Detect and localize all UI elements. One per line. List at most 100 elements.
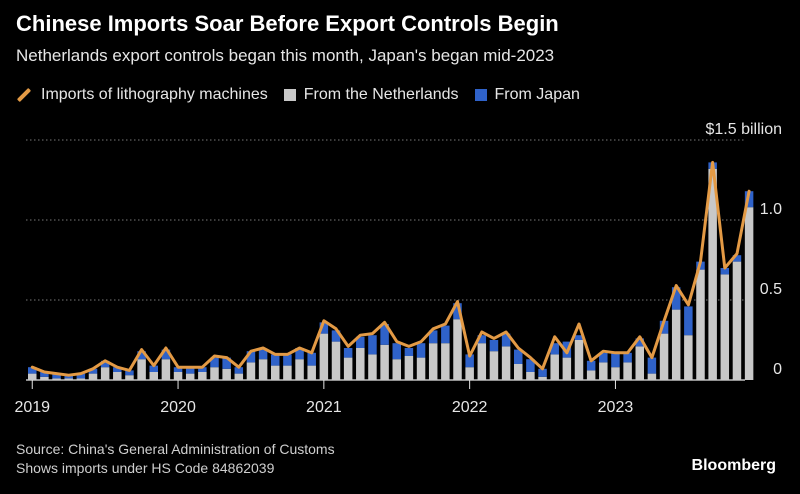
legend-label-netherlands: From the Netherlands bbox=[303, 86, 459, 103]
bar-japan bbox=[161, 349, 171, 360]
bar-japan bbox=[611, 352, 620, 368]
bar-netherlands bbox=[404, 356, 414, 380]
bar-japan bbox=[671, 287, 681, 310]
legend-swatch-netherlands bbox=[283, 89, 296, 101]
bar-netherlands bbox=[28, 373, 37, 380]
bar-japan bbox=[319, 322, 329, 334]
bar-netherlands bbox=[611, 367, 620, 380]
bar-netherlands bbox=[356, 348, 365, 380]
bar-japan bbox=[684, 306, 693, 336]
bar-netherlands bbox=[477, 343, 487, 380]
bar-japan bbox=[380, 324, 389, 345]
bar-japan bbox=[744, 191, 754, 208]
bar-netherlands bbox=[489, 351, 499, 380]
x-tick-label: 2022 bbox=[452, 399, 488, 416]
bar-netherlands bbox=[599, 362, 608, 380]
bar-japan bbox=[100, 360, 110, 368]
bar-japan bbox=[246, 351, 256, 363]
bar-japan bbox=[52, 373, 61, 379]
legend-swatch-japan bbox=[474, 89, 487, 101]
chart-title: Chinese Imports Soar Before Export Contr… bbox=[16, 11, 559, 36]
y-tick-label: $1.5 billion bbox=[706, 121, 783, 138]
bar-netherlands bbox=[623, 362, 632, 380]
bar-netherlands bbox=[113, 372, 122, 380]
bar-japan bbox=[659, 320, 669, 334]
bar-japan bbox=[343, 348, 353, 358]
bar-japan bbox=[88, 368, 98, 374]
bar-netherlands bbox=[368, 354, 377, 380]
bar-japan bbox=[635, 338, 644, 347]
bar-japan bbox=[732, 255, 742, 262]
chart-footer: Source: China's General Administration o… bbox=[16, 440, 335, 478]
bar-japan bbox=[514, 349, 523, 364]
y-tick-label: 0.5 bbox=[760, 281, 782, 298]
bar-netherlands bbox=[501, 346, 511, 380]
bar-netherlands bbox=[380, 344, 389, 380]
bar-netherlands bbox=[684, 335, 693, 380]
bar-netherlands bbox=[88, 373, 98, 380]
bar-netherlands bbox=[234, 373, 244, 380]
bar-netherlands bbox=[550, 354, 559, 380]
hs-code-note: Shows imports under HS Code 84862039 bbox=[16, 460, 275, 476]
x-tick-label: 2020 bbox=[160, 399, 196, 416]
bar-netherlands bbox=[574, 340, 584, 380]
bar-netherlands bbox=[64, 378, 73, 380]
bar-japan bbox=[623, 352, 632, 363]
bar-japan bbox=[137, 351, 146, 360]
bar-japan bbox=[222, 357, 231, 369]
bar-netherlands bbox=[137, 359, 146, 380]
bar-netherlands bbox=[185, 373, 195, 380]
bar-netherlands bbox=[744, 207, 754, 380]
bar-netherlands bbox=[392, 359, 401, 380]
bar-netherlands bbox=[659, 333, 669, 380]
bar-japan bbox=[501, 333, 511, 347]
total-imports-line bbox=[30, 160, 751, 377]
legend-label-total: Imports of lithography machines bbox=[41, 86, 268, 103]
bar-netherlands bbox=[647, 373, 657, 380]
bar-japan bbox=[428, 330, 438, 344]
bar-netherlands bbox=[538, 376, 547, 380]
x-tick-label: 2021 bbox=[306, 399, 342, 416]
bar-japan bbox=[647, 357, 657, 374]
x-tick-label: 2019 bbox=[14, 399, 50, 416]
bar-netherlands bbox=[246, 362, 256, 380]
bar-japan bbox=[453, 303, 462, 320]
bar-japan bbox=[477, 335, 487, 344]
bar-japan bbox=[198, 367, 207, 372]
bar-japan bbox=[489, 340, 499, 352]
bar-netherlands bbox=[732, 261, 742, 380]
bar-japan bbox=[599, 352, 608, 363]
bar-netherlands bbox=[720, 274, 730, 380]
bar-netherlands bbox=[76, 378, 86, 380]
bar-japan bbox=[550, 343, 559, 355]
bar-japan bbox=[295, 348, 304, 360]
bar-japan bbox=[149, 365, 158, 372]
bar-japan bbox=[64, 375, 73, 379]
bar-netherlands bbox=[161, 359, 171, 380]
bar-japan bbox=[720, 268, 730, 275]
bar-netherlands bbox=[696, 269, 705, 380]
bar-netherlands bbox=[125, 375, 134, 380]
bar-japan bbox=[404, 348, 414, 356]
bar-netherlands bbox=[416, 357, 426, 380]
legend-item-japan: From Japan bbox=[474, 86, 580, 104]
bar-japan bbox=[526, 359, 535, 372]
y-tick-label: 0 bbox=[773, 361, 782, 378]
bar-netherlands bbox=[453, 319, 462, 380]
bar-netherlands bbox=[708, 168, 717, 380]
y-tick-label: 1.0 bbox=[760, 201, 782, 218]
bar-netherlands bbox=[100, 367, 110, 380]
bar-japan bbox=[465, 354, 474, 368]
bar-netherlands bbox=[635, 346, 644, 380]
bar-japan bbox=[185, 367, 195, 374]
bar-netherlands bbox=[526, 372, 535, 380]
bar-japan bbox=[76, 373, 86, 379]
bar-japan bbox=[368, 335, 377, 355]
bar-netherlands bbox=[343, 357, 353, 380]
bar-japan bbox=[125, 370, 134, 376]
bar-netherlands bbox=[40, 376, 49, 380]
bar-netherlands bbox=[465, 367, 474, 380]
bar-netherlands bbox=[441, 343, 450, 380]
bar-japan bbox=[331, 330, 341, 342]
